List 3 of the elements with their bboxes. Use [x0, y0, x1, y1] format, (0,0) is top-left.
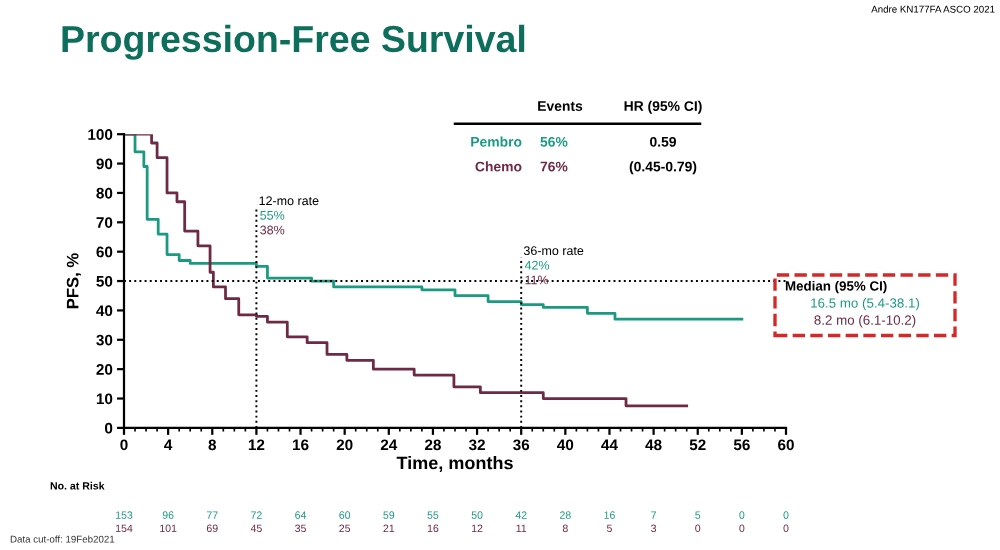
chart-title: Progression-Free Survival	[62, 24, 525, 60]
y-axis-title: PFS, %	[66, 253, 81, 309]
x-axis-title: Time, months	[396, 456, 513, 472]
